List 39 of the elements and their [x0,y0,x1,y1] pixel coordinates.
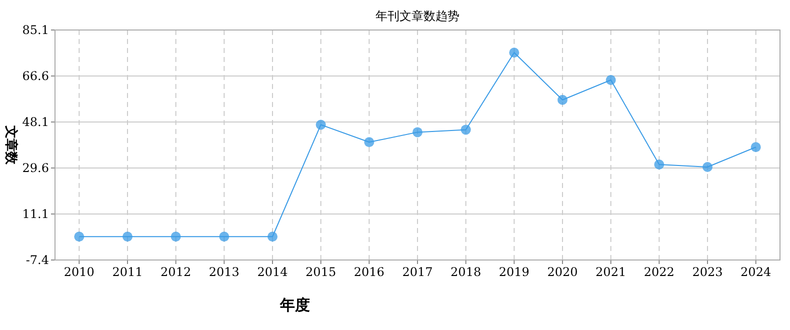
x-tick-label: 2020 [547,265,578,279]
point [606,74,616,85]
point [509,48,520,58]
point [219,232,230,242]
chart-title: 年刊文章数趋势 [376,9,460,23]
point [702,162,712,172]
y-axis-title: 文章数 [3,124,19,166]
point [558,94,568,105]
y-tick-label: 48.1 [22,115,49,129]
y-tick-label: 66.6 [22,69,49,83]
point [170,232,181,242]
point [654,160,664,170]
y-tick-label: 29.6 [22,161,49,175]
point [460,124,471,135]
y-tick-label: 85.1 [22,23,49,37]
x-tick-label: 2015 [306,265,336,279]
x-tick-label: 2022 [644,265,674,279]
point [412,127,422,138]
x-tick-label: 2011 [112,265,143,279]
x-tick-label: 2010 [64,265,94,279]
y-tick-label: 11.1 [22,207,49,221]
x-tick-label: 2018 [450,265,482,279]
x-tick-label: 2014 [257,265,288,279]
point [268,232,278,242]
point [122,232,132,242]
x-tick-label: 2013 [208,265,240,279]
x-tick-label: 2023 [692,265,723,279]
point [74,232,84,242]
x-tick-label: 2017 [402,265,433,279]
point [364,137,374,148]
x-tick-label: 2012 [160,265,192,279]
x-axis-title: 年度 [279,296,310,314]
y-tick-label: -7.4 [26,253,50,267]
x-tick-label: 2019 [498,265,530,279]
x-tick-label: 2021 [596,265,626,279]
x-tick-label: 2024 [740,265,772,279]
point [316,120,326,130]
point [750,142,761,152]
x-tick-label: 2016 [354,265,384,279]
